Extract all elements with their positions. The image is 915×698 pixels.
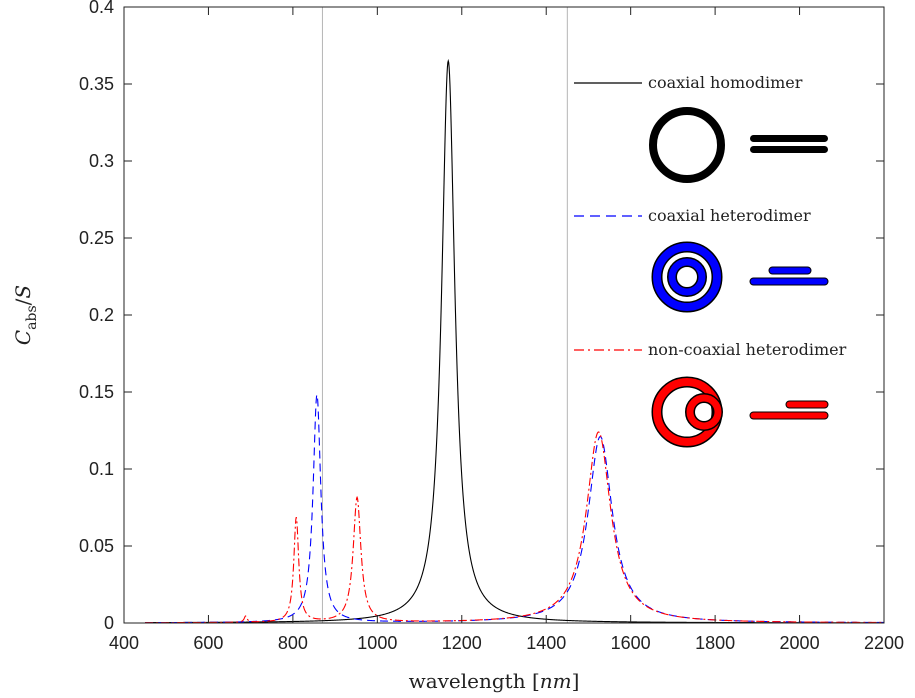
noncoaxial-bar-bottom-icon	[749, 411, 829, 420]
coaxial-outer-ring-fill-icon	[653, 243, 721, 311]
x-tick-label: 800	[278, 633, 308, 653]
legend-label-homodimer: coaxial homodimer	[648, 73, 803, 92]
x-axis-ticks: 400 600 800 1000 1200 1400 1600 1800 2000 2200	[109, 7, 904, 653]
coaxial-bar-bottom-icon	[749, 277, 829, 286]
legend: coaxial homodimer coaxial heterodimer no…	[574, 73, 847, 448]
x-tick-label: 1800	[695, 633, 735, 653]
y-tick-label: 0.1	[89, 459, 114, 479]
y-axis-title: Cabs/S	[11, 285, 40, 345]
y-tick-label: 0.35	[79, 74, 114, 94]
y-tick-label: 0.25	[79, 228, 114, 248]
coaxial-bar-top-icon	[768, 266, 812, 275]
x-tick-label: 1600	[611, 633, 651, 653]
series-line-2	[145, 431, 884, 624]
noncoaxial-inner-ring-fill-icon	[686, 394, 722, 430]
x-tick-label: 1000	[357, 633, 397, 653]
x-tick-label: 1400	[526, 633, 566, 653]
y-tick-label: 0	[104, 613, 114, 633]
x-axis-title: wavelength [nm]	[409, 669, 580, 693]
y-tick-label: 0.2	[89, 305, 114, 325]
x-tick-label: 1200	[442, 633, 482, 653]
y-axis-ticks: 0 0.05 0.1 0.15 0.2 0.25 0.3 0.35 0.4	[79, 0, 884, 633]
y-tick-label: 0.05	[79, 536, 114, 556]
y-tick-label: 0.15	[79, 382, 114, 402]
homodimer-bar-bottom-icon	[750, 146, 828, 153]
legend-label-non-coaxial-heterodimer: non-coaxial heterodimer	[648, 340, 847, 359]
noncoaxial-bar-top-icon	[785, 400, 829, 409]
x-tick-label: 2200	[864, 633, 904, 653]
y-tick-label: 0.3	[89, 151, 114, 171]
homodimer-bar-top-icon	[750, 135, 828, 142]
legend-label-coaxial-heterodimer: coaxial heterodimer	[648, 206, 811, 225]
x-tick-label: 600	[193, 633, 223, 653]
x-tick-label: 2000	[780, 633, 820, 653]
y-tick-label: 0.4	[89, 0, 114, 17]
x-tick-label: 400	[109, 633, 139, 653]
plot-area	[124, 7, 884, 623]
homodimer-ring-icon	[649, 107, 725, 183]
coaxial-inner-ring-fill-icon	[668, 258, 706, 296]
